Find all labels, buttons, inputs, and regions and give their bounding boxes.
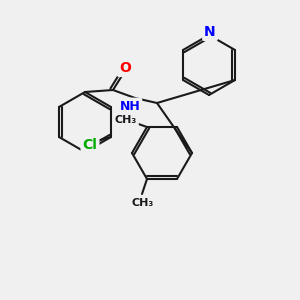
Text: N: N	[204, 25, 216, 39]
Text: NH: NH	[120, 100, 140, 112]
Text: Cl: Cl	[82, 138, 98, 152]
Text: O: O	[119, 61, 131, 75]
Text: CH₃: CH₃	[132, 198, 154, 208]
Text: CH₃: CH₃	[115, 115, 137, 125]
